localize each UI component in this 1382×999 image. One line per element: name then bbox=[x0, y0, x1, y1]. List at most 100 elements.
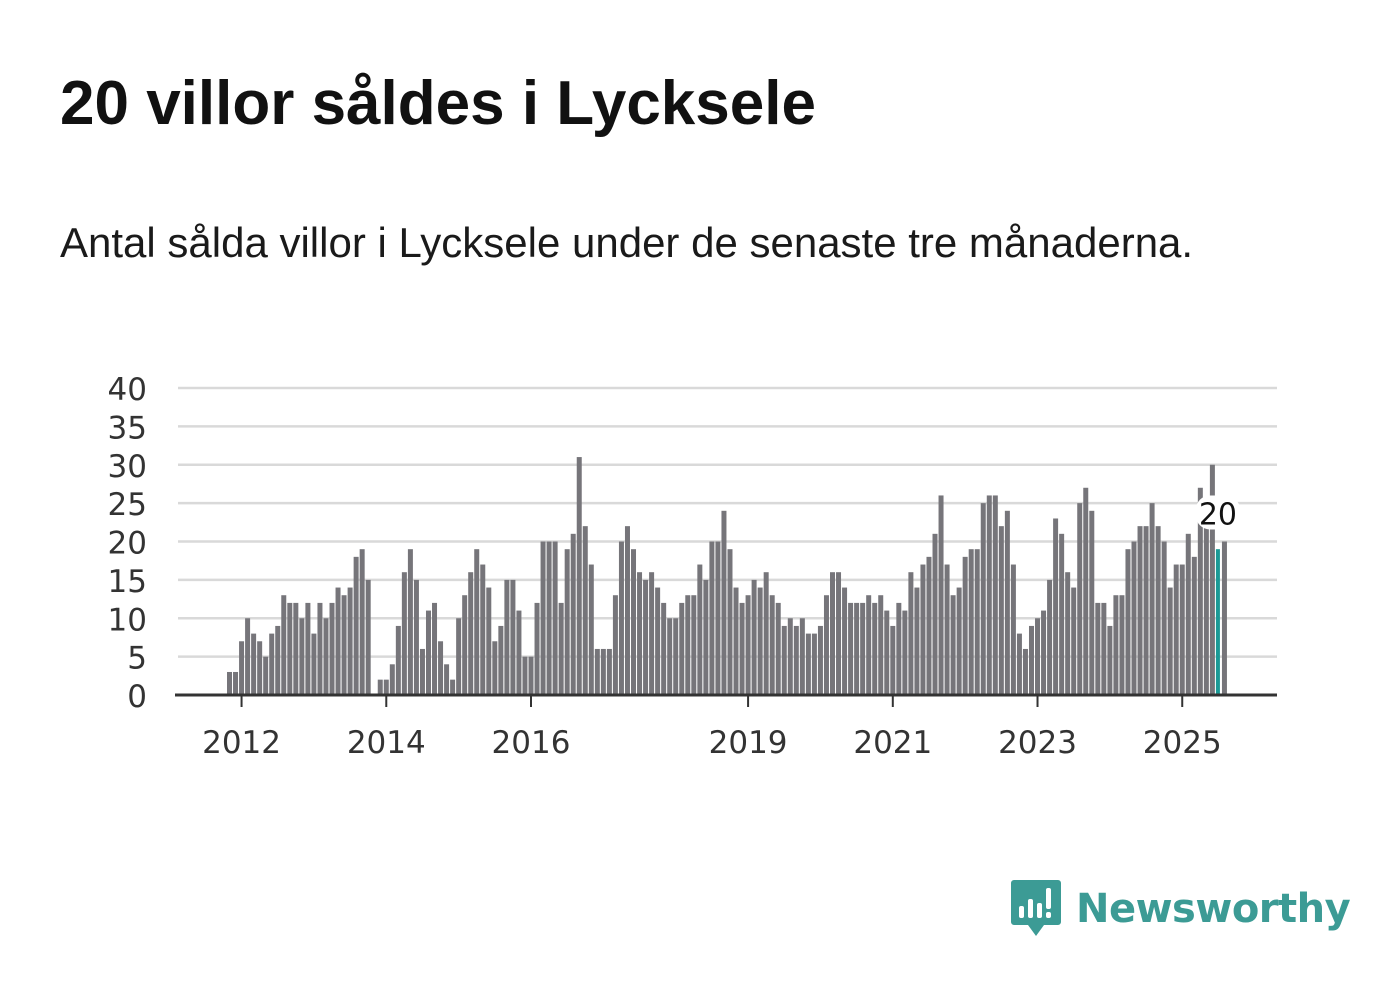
y-tick-label: 5 bbox=[127, 641, 147, 677]
bar bbox=[1197, 487, 1203, 695]
bar bbox=[293, 602, 299, 695]
bar bbox=[884, 610, 890, 695]
bar bbox=[419, 648, 425, 695]
bar bbox=[1004, 510, 1010, 695]
bar bbox=[239, 641, 245, 695]
bar bbox=[817, 625, 823, 695]
bar bbox=[329, 602, 335, 695]
bar bbox=[480, 564, 486, 695]
bar bbox=[305, 602, 311, 695]
bar bbox=[432, 602, 438, 695]
bar bbox=[438, 641, 444, 695]
bar bbox=[1016, 633, 1022, 695]
bar bbox=[353, 556, 359, 695]
bar bbox=[1119, 595, 1125, 695]
bar bbox=[233, 671, 239, 695]
bar bbox=[407, 549, 413, 695]
bar bbox=[516, 610, 522, 695]
bar bbox=[944, 564, 950, 695]
bar bbox=[805, 633, 811, 695]
bar bbox=[323, 618, 329, 695]
bar bbox=[624, 526, 630, 695]
bar bbox=[685, 595, 691, 695]
bar bbox=[1143, 526, 1149, 695]
x-tick-label: 2014 bbox=[347, 725, 426, 761]
bar bbox=[395, 625, 401, 695]
bar bbox=[679, 602, 685, 695]
bar bbox=[558, 602, 564, 695]
newsworthy-logo: Newsworthy bbox=[1010, 878, 1351, 940]
bar bbox=[962, 556, 968, 695]
bar bbox=[263, 656, 269, 696]
bar bbox=[661, 602, 667, 695]
bar bbox=[269, 633, 275, 695]
bar bbox=[998, 526, 1004, 695]
bar bbox=[781, 625, 787, 695]
bar bbox=[643, 579, 649, 696]
chart-title: 20 villor såldes i Lycksele bbox=[60, 69, 816, 138]
bar bbox=[552, 541, 558, 695]
highlight-bar bbox=[1215, 549, 1220, 695]
bar bbox=[1137, 526, 1143, 695]
newsworthy-logo-icon bbox=[1011, 880, 1061, 936]
bar bbox=[769, 595, 775, 695]
bar bbox=[576, 457, 582, 695]
bar bbox=[522, 656, 528, 696]
bar bbox=[564, 549, 570, 695]
bar bbox=[763, 572, 769, 695]
bar bbox=[299, 618, 305, 695]
bar bbox=[1185, 533, 1191, 695]
bar bbox=[275, 625, 281, 695]
bar bbox=[245, 618, 251, 695]
bar bbox=[582, 526, 588, 695]
bar bbox=[377, 679, 383, 695]
bar bbox=[655, 587, 661, 695]
bar bbox=[456, 618, 462, 695]
bar bbox=[1071, 587, 1077, 695]
newsworthy-wordmark: Newsworthy bbox=[1076, 886, 1351, 932]
bar bbox=[347, 587, 353, 695]
bar bbox=[1022, 648, 1028, 695]
bar bbox=[715, 541, 721, 695]
bar bbox=[540, 541, 546, 695]
bar bbox=[872, 602, 878, 695]
bar bbox=[914, 587, 920, 695]
highlight-label-bg bbox=[1195, 495, 1240, 530]
bar bbox=[546, 541, 552, 695]
bar bbox=[1010, 564, 1016, 695]
bar bbox=[413, 579, 419, 696]
bar bbox=[588, 564, 594, 695]
bar bbox=[709, 541, 715, 695]
bar bbox=[227, 671, 232, 695]
bar bbox=[1047, 579, 1053, 696]
bar bbox=[1113, 595, 1119, 695]
bar bbox=[727, 549, 733, 695]
x-tick-label: 2012 bbox=[202, 725, 281, 761]
bar bbox=[739, 602, 745, 695]
bar bbox=[1053, 518, 1059, 695]
bar bbox=[1161, 541, 1167, 695]
bar bbox=[444, 664, 450, 695]
bar bbox=[1155, 526, 1161, 695]
y-tick-label: 35 bbox=[108, 410, 147, 446]
highlight-label: 20 bbox=[1195, 495, 1240, 533]
bar bbox=[594, 648, 600, 695]
x-tick-label: 2023 bbox=[998, 725, 1077, 761]
bar bbox=[1089, 510, 1095, 695]
bar bbox=[365, 579, 371, 696]
bar bbox=[534, 602, 540, 695]
bar bbox=[1041, 610, 1047, 695]
bar bbox=[1191, 556, 1197, 695]
bar bbox=[1221, 541, 1227, 695]
bar bbox=[1083, 487, 1089, 695]
bar bbox=[751, 579, 757, 696]
y-tick-label: 20 bbox=[108, 526, 147, 562]
y-tick-label: 40 bbox=[108, 372, 147, 408]
bar bbox=[389, 664, 395, 695]
bar bbox=[335, 587, 341, 695]
bar bbox=[1167, 587, 1173, 695]
bar bbox=[612, 595, 618, 695]
bar bbox=[836, 572, 842, 695]
